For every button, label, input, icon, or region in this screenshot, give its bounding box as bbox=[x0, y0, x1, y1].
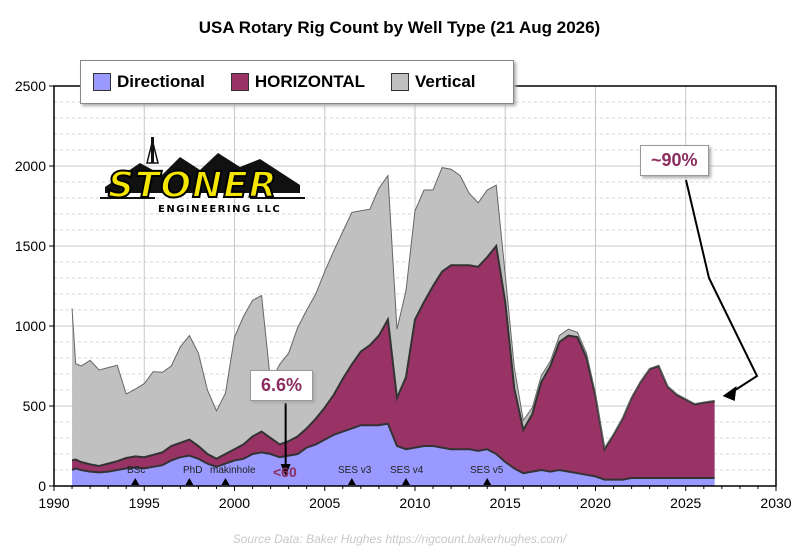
marker-label-phd: PhD bbox=[183, 465, 203, 476]
arrowhead-6-6 bbox=[280, 464, 291, 476]
area-vertical bbox=[72, 167, 715, 466]
x-tick-label: 2025 bbox=[670, 495, 701, 511]
legend-swatch-directional bbox=[93, 73, 111, 91]
marker-triangle bbox=[221, 478, 230, 485]
marker-triangle bbox=[185, 478, 194, 485]
source-note: Source Data: Baker Hughes https://rigcou… bbox=[232, 532, 567, 546]
logo-subtitle: ENGINEERING LLC bbox=[158, 204, 282, 215]
area-horizontal bbox=[72, 246, 715, 480]
legend-label-directional: Directional bbox=[117, 72, 205, 91]
arrow-90 bbox=[685, 179, 759, 394]
annotation-90-percent: ~90% bbox=[640, 145, 709, 176]
legend-item-horizontal: HORIZONTAL bbox=[230, 72, 366, 92]
logo-mountain-icon bbox=[100, 137, 305, 199]
annotation-under-60: <60 bbox=[273, 464, 297, 480]
x-tick-label: 1990 bbox=[38, 495, 69, 511]
annotation-6-6-percent: 6.6% bbox=[250, 370, 314, 401]
marker-triangle bbox=[483, 478, 492, 485]
x-tick-label: 2015 bbox=[490, 495, 521, 511]
marker-label-ses-v5: SES v5 bbox=[470, 465, 504, 476]
marker-triangle bbox=[131, 478, 140, 485]
x-tick-label: 1995 bbox=[129, 495, 160, 511]
y-tick-label: 2500 bbox=[15, 78, 46, 94]
company-logo: STONER ENGINEERING LLC bbox=[100, 135, 305, 220]
area-directional bbox=[72, 423, 715, 486]
x-tick-label: 2005 bbox=[309, 495, 340, 511]
x-tick-label: 2000 bbox=[219, 495, 250, 511]
legend-label-horizontal: HORIZONTAL bbox=[254, 72, 366, 91]
marker-label-ses-v4: SES v4 bbox=[390, 465, 424, 476]
arrowhead-90 bbox=[722, 386, 737, 401]
x-tick-label: 2010 bbox=[399, 495, 430, 511]
y-tick-label: 500 bbox=[23, 398, 47, 414]
x-tick-label: 2030 bbox=[760, 495, 791, 511]
y-tick-label: 1000 bbox=[15, 318, 46, 334]
marker-label-ses-v3: SES v3 bbox=[338, 465, 372, 476]
y-tick-label: 0 bbox=[38, 478, 46, 494]
line-total-top bbox=[71, 167, 715, 449]
legend-item-vertical: Vertical bbox=[391, 72, 476, 92]
y-tick-label: 1500 bbox=[15, 238, 46, 254]
marker-label-bsc: BSc bbox=[127, 465, 146, 476]
logo-wordmark: STONER bbox=[107, 164, 278, 207]
line-directional-top bbox=[71, 422, 715, 481]
x-tick-label: 2020 bbox=[580, 495, 611, 511]
marker-triangle bbox=[347, 478, 356, 485]
legend-swatch-horizontal bbox=[230, 73, 249, 91]
marker-label-makinhole: makinhole bbox=[210, 465, 256, 476]
legend-swatch-vertical bbox=[391, 73, 410, 91]
chart-legend: Directional HORIZONTAL Vertical bbox=[80, 60, 514, 104]
legend-label-vertical: Vertical bbox=[415, 72, 476, 91]
marker-triangle bbox=[401, 478, 410, 485]
legend-item-directional: Directional bbox=[93, 72, 205, 92]
line-horizontal-top bbox=[71, 243, 715, 468]
chart-title: USA Rotary Rig Count by Well Type (21 Au… bbox=[198, 18, 601, 37]
y-tick-label: 2000 bbox=[15, 158, 46, 174]
